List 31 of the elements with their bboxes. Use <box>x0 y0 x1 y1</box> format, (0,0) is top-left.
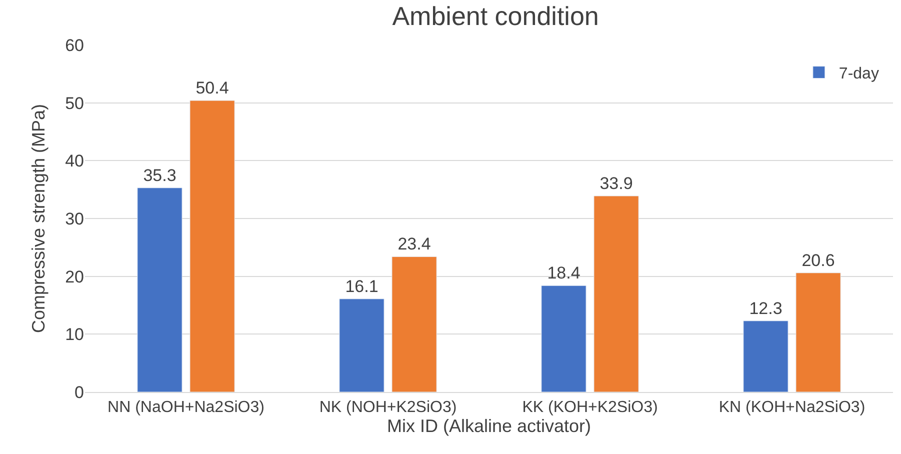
bar <box>541 285 586 392</box>
x-tick-label: KN (KOH+Na2SiO3) <box>718 399 866 416</box>
data-label: 16.1 <box>345 276 378 296</box>
data-label: 23.4 <box>398 234 431 254</box>
x-tick-label: NN (NaOH+Na2SiO3) <box>108 399 264 416</box>
data-label: 12.3 <box>749 298 782 318</box>
bar <box>190 100 235 392</box>
legend-label: 7-day <box>838 66 879 83</box>
y-tick-label: 60 <box>65 36 84 55</box>
y-tick-label: 50 <box>65 94 84 113</box>
bar <box>796 272 841 392</box>
y-tick-label: 0 <box>74 382 84 402</box>
y-tick-label: 30 <box>65 209 84 228</box>
y-tick-label: 20 <box>65 267 84 286</box>
x-axis-title: Mix ID (Alkaline activator) <box>386 416 592 436</box>
chart-title: Ambient condition <box>392 1 599 32</box>
bar <box>743 320 788 392</box>
bar <box>392 256 437 392</box>
y-tick-label: 10 <box>65 325 84 344</box>
bar <box>339 298 384 392</box>
y-axis-title: Compressive strength (MPa) <box>28 104 48 334</box>
data-label: 50.4 <box>196 78 229 98</box>
x-tick-label: KK (KOH+K2SiO3) <box>522 399 658 416</box>
data-label: 35.3 <box>143 166 176 185</box>
data-label: 20.6 <box>802 250 835 270</box>
data-label: 18.4 <box>547 264 580 283</box>
x-tick-label: NK (NOH+K2SiO3) <box>319 399 457 416</box>
y-tick-label: 40 <box>65 152 84 171</box>
data-label: 33.9 <box>600 174 633 193</box>
bar <box>594 196 639 392</box>
bar <box>137 188 182 392</box>
